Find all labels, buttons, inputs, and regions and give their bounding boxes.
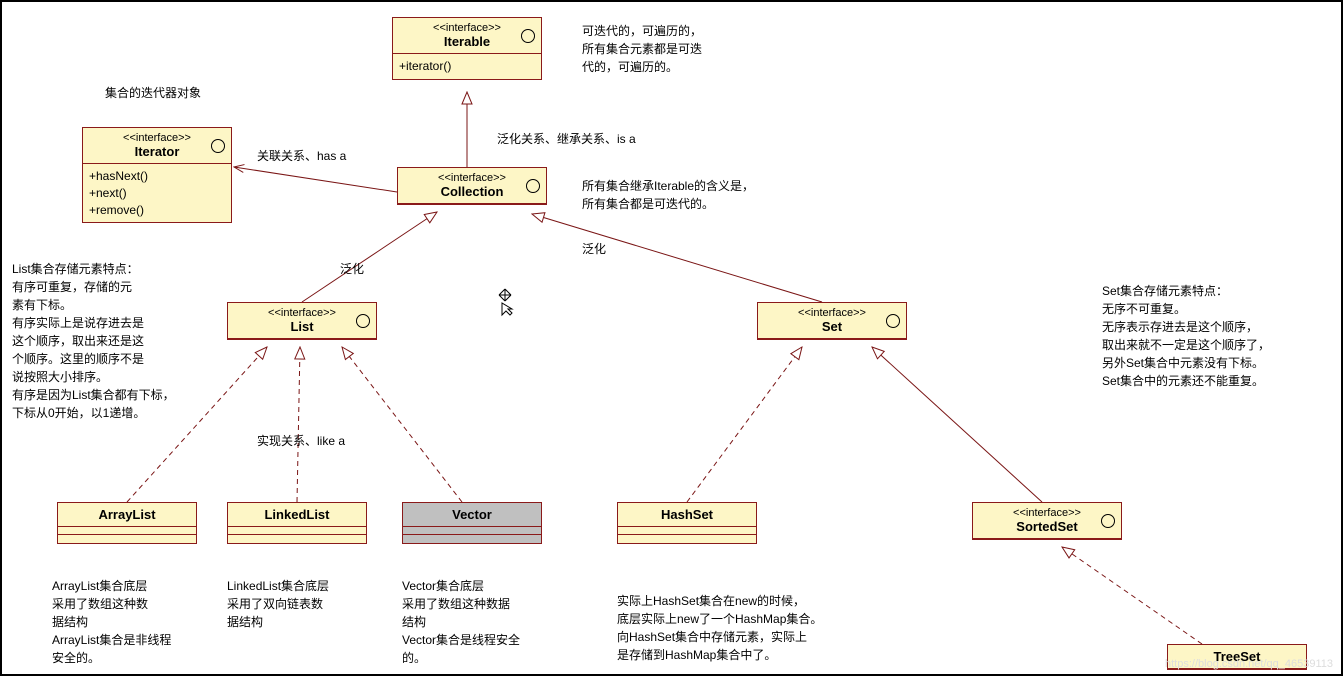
note-set: Set集合存储元素特点： 无序不可重复。 无序表示存进去是这个顺序， 取出来就不… (1102, 282, 1270, 390)
sortedset-box: <<interface>> SortedSet (972, 502, 1122, 540)
note-hashset: 实际上HashSet集合在new的时候， 底层实际上new了一个HashMap集… (617, 592, 822, 664)
note-iterable: 可迭代的，可遍历的， 所有集合元素都是可迭 代的，可遍历的。 (582, 22, 702, 76)
interface-icon (211, 139, 225, 153)
move-cursor-icon (492, 287, 518, 322)
linkedlist-box: LinkedList (227, 502, 367, 544)
interface-icon (521, 29, 535, 43)
label-gen-set: 泛化 (582, 240, 606, 257)
linkedlist-name: LinkedList (234, 507, 360, 522)
m-hasnext: +hasNext() (89, 168, 225, 185)
interface-icon (1101, 514, 1115, 528)
m-remove: +remove() (89, 202, 225, 219)
iterator-members: +hasNext() +next() +remove() (83, 164, 231, 222)
watermark: https://blog.csdn.net/qq_46539113 (1165, 658, 1333, 670)
collection-box: <<interface>> Collection (397, 167, 547, 205)
hashset-name: HashSet (624, 507, 750, 522)
list-stereo: <<interface>> (234, 307, 370, 319)
note-collection: 所有集合继承Iterable的含义是， 所有集合都是可迭代的。 (582, 177, 754, 213)
iterable-box: <<interface>> Iterable +iterator() (392, 17, 542, 80)
interface-icon (356, 314, 370, 328)
sortedset-stereo: <<interface>> (979, 507, 1115, 519)
set-name: Set (764, 319, 900, 334)
arraylist-box: ArrayList (57, 502, 197, 544)
interface-icon (886, 314, 900, 328)
label-general-iter: 泛化关系、继承关系、is a (497, 130, 636, 147)
set-box: <<interface>> Set (757, 302, 907, 340)
interface-icon (526, 179, 540, 193)
vector-box: Vector (402, 502, 542, 544)
note-arraylist: ArrayList集合底层 采用了数组这种数 据结构 ArrayList集合是非… (52, 577, 171, 667)
iterable-member: +iterator() (393, 54, 541, 79)
arraylist-name: ArrayList (64, 507, 190, 522)
iterator-name: Iterator (89, 144, 225, 159)
iterable-name: Iterable (399, 34, 535, 49)
iterator-stereo: <<interface>> (89, 132, 225, 144)
hashset-box: HashSet (617, 502, 757, 544)
iterable-stereo: <<interface>> (399, 22, 535, 34)
sortedset-name: SortedSet (979, 519, 1115, 534)
label-gen-list: 泛化 (340, 260, 364, 277)
collection-stereo: <<interface>> (404, 172, 540, 184)
iterator-box: <<interface>> Iterator +hasNext() +next(… (82, 127, 232, 223)
list-box: <<interface>> List (227, 302, 377, 340)
note-linkedlist: LinkedList集合底层 采用了双向链表数 据结构 (227, 577, 329, 631)
set-stereo: <<interface>> (764, 307, 900, 319)
list-name: List (234, 319, 370, 334)
label-assoc: 关联关系、has a (257, 147, 346, 164)
note-list: List集合存储元素特点： 有序可重复，存储的元 素有下标。 有序实际上是说存进… (12, 260, 227, 422)
vector-name: Vector (409, 507, 535, 522)
label-iterator-title: 集合的迭代器对象 (105, 84, 201, 101)
collection-name: Collection (404, 184, 540, 199)
m-next: +next() (89, 185, 225, 202)
note-vector: Vector集合底层 采用了数组这种数据 结构 Vector集合是线程安全 的。 (402, 577, 520, 667)
label-impl: 实现关系、like a (257, 432, 345, 449)
